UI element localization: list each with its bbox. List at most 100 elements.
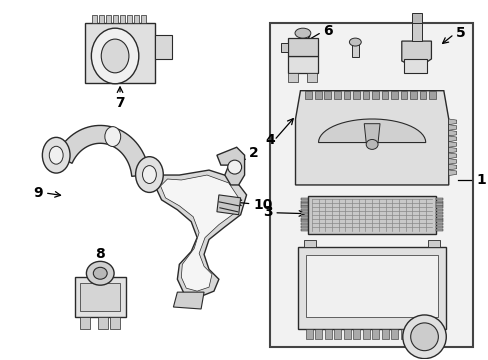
Polygon shape	[448, 136, 456, 141]
Text: 3: 3	[263, 205, 272, 219]
Polygon shape	[419, 91, 426, 99]
Polygon shape	[217, 195, 240, 215]
Ellipse shape	[294, 28, 310, 38]
Polygon shape	[307, 196, 435, 234]
Polygon shape	[334, 329, 341, 339]
Polygon shape	[411, 23, 421, 41]
Polygon shape	[427, 239, 440, 247]
Polygon shape	[371, 91, 378, 99]
Polygon shape	[352, 91, 359, 99]
Polygon shape	[281, 43, 287, 52]
Polygon shape	[390, 329, 397, 339]
Ellipse shape	[93, 267, 107, 279]
Text: 5: 5	[455, 26, 465, 40]
Polygon shape	[56, 125, 149, 176]
Polygon shape	[448, 153, 456, 158]
Polygon shape	[306, 73, 316, 82]
Ellipse shape	[366, 139, 377, 149]
Polygon shape	[287, 73, 297, 82]
Polygon shape	[448, 147, 456, 153]
Polygon shape	[435, 223, 443, 225]
Polygon shape	[448, 125, 456, 130]
Polygon shape	[120, 15, 124, 23]
Polygon shape	[297, 247, 446, 329]
Polygon shape	[300, 215, 307, 217]
Polygon shape	[435, 206, 443, 208]
Text: 7: 7	[115, 96, 124, 110]
Polygon shape	[287, 56, 317, 73]
Polygon shape	[448, 170, 456, 176]
Polygon shape	[304, 239, 315, 247]
Polygon shape	[411, 13, 421, 23]
Text: 1: 1	[475, 173, 485, 187]
Polygon shape	[300, 212, 307, 214]
Ellipse shape	[349, 38, 361, 46]
Polygon shape	[300, 203, 307, 206]
Polygon shape	[98, 317, 108, 329]
Polygon shape	[85, 23, 154, 83]
Polygon shape	[160, 175, 238, 291]
Polygon shape	[362, 329, 369, 339]
Polygon shape	[381, 329, 388, 339]
Polygon shape	[409, 91, 416, 99]
Ellipse shape	[402, 315, 446, 359]
Polygon shape	[371, 329, 379, 339]
Polygon shape	[99, 15, 104, 23]
Polygon shape	[127, 15, 132, 23]
Text: 4: 4	[265, 133, 275, 147]
Ellipse shape	[142, 166, 156, 184]
Polygon shape	[448, 130, 456, 136]
Polygon shape	[300, 206, 307, 208]
Polygon shape	[81, 317, 90, 329]
Polygon shape	[305, 91, 311, 99]
Polygon shape	[403, 59, 426, 73]
Polygon shape	[448, 164, 456, 170]
Polygon shape	[110, 317, 120, 329]
Polygon shape	[448, 119, 456, 125]
Polygon shape	[217, 147, 244, 185]
Polygon shape	[390, 91, 397, 99]
Polygon shape	[315, 329, 322, 339]
Text: 6: 6	[322, 24, 332, 38]
Polygon shape	[435, 220, 443, 222]
Ellipse shape	[91, 28, 139, 84]
Polygon shape	[435, 198, 443, 200]
Polygon shape	[300, 229, 307, 231]
Polygon shape	[409, 329, 416, 339]
Polygon shape	[81, 283, 120, 311]
Polygon shape	[324, 91, 330, 99]
Ellipse shape	[135, 157, 163, 192]
Ellipse shape	[101, 39, 129, 73]
Polygon shape	[352, 43, 359, 57]
Polygon shape	[435, 209, 443, 211]
Polygon shape	[106, 15, 111, 23]
Ellipse shape	[410, 323, 437, 351]
Polygon shape	[435, 203, 443, 206]
Polygon shape	[362, 91, 368, 99]
Ellipse shape	[49, 146, 63, 164]
Text: 9: 9	[33, 186, 43, 200]
Polygon shape	[300, 198, 307, 200]
Ellipse shape	[86, 261, 114, 285]
Polygon shape	[435, 201, 443, 203]
Polygon shape	[141, 15, 145, 23]
Polygon shape	[154, 35, 172, 59]
Polygon shape	[381, 91, 387, 99]
Polygon shape	[300, 209, 307, 211]
Ellipse shape	[227, 160, 241, 174]
Polygon shape	[400, 91, 407, 99]
Polygon shape	[92, 15, 97, 23]
Polygon shape	[300, 220, 307, 222]
Polygon shape	[173, 292, 203, 309]
Polygon shape	[300, 226, 307, 228]
Polygon shape	[287, 38, 317, 56]
Polygon shape	[270, 23, 472, 347]
Polygon shape	[343, 91, 349, 99]
Polygon shape	[448, 141, 456, 147]
Polygon shape	[305, 329, 312, 339]
Polygon shape	[305, 255, 437, 317]
Polygon shape	[324, 329, 331, 339]
Polygon shape	[352, 329, 360, 339]
Polygon shape	[448, 158, 456, 164]
Polygon shape	[435, 226, 443, 228]
